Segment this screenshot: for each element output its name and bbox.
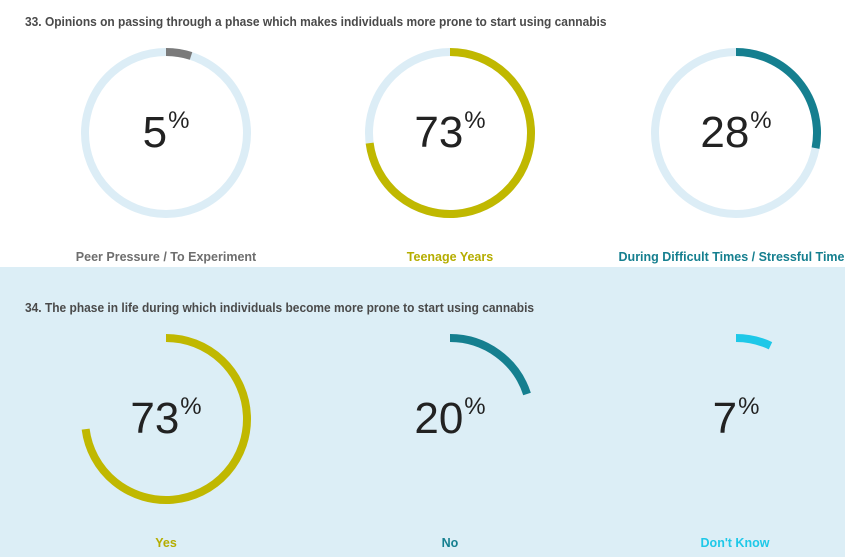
- donut-value: 5%: [78, 45, 254, 221]
- percent-sign: %: [738, 393, 760, 420]
- donut-teenage-years: 73%: [362, 45, 538, 221]
- value-number: 73: [414, 108, 464, 157]
- donut-ring: [81, 48, 251, 218]
- donut-ring: [449, 334, 531, 396]
- donut-peer-pressure: 5%: [78, 45, 254, 221]
- chart-title-33: 33. Opinions on passing through a phase …: [25, 14, 607, 29]
- chart-section-34: 34. The phase in life during which indiv…: [0, 267, 845, 557]
- value-number: 20: [414, 394, 464, 443]
- label-difficult-times: During Difficult Times / Stressful Times: [618, 250, 845, 264]
- donut-ring: [651, 48, 821, 218]
- label-teenage-years: Teenage Years: [406, 250, 494, 264]
- donut-ring: [365, 48, 535, 218]
- donut-ring: [81, 334, 251, 504]
- donut-arc: [81, 334, 251, 504]
- donut-arc: [165, 48, 193, 60]
- donut-value: 73%: [78, 331, 254, 507]
- donut-dont-know: 7%: [648, 331, 824, 507]
- label-no: No: [441, 536, 459, 550]
- donut-arc: [735, 48, 821, 149]
- chart-title-34: 34. The phase in life during which indiv…: [25, 300, 535, 315]
- label-yes: Yes: [155, 536, 177, 550]
- percent-sign: %: [464, 393, 486, 420]
- percent-sign: %: [464, 107, 486, 134]
- chart-section-33: 33. Opinions on passing through a phase …: [0, 0, 845, 267]
- value-number: 5: [142, 108, 168, 157]
- donut-value: 7%: [648, 331, 824, 507]
- value-number: 7: [712, 394, 738, 443]
- donut-value: 73%: [362, 45, 538, 221]
- donut-value: 20%: [362, 331, 538, 507]
- donut-arc: [735, 334, 773, 350]
- value-number: 73: [130, 394, 180, 443]
- percent-sign: %: [180, 393, 202, 420]
- label-peer-pressure: Peer Pressure / To Experiment: [75, 250, 257, 264]
- donut-no: 20%: [362, 331, 538, 507]
- donut-arc: [449, 334, 531, 396]
- donut-value: 28%: [648, 45, 824, 221]
- value-number: 28: [700, 108, 750, 157]
- label-dont-know: Don't Know: [700, 536, 770, 550]
- donut-ring: [735, 334, 773, 350]
- donut-yes: 73%: [78, 331, 254, 507]
- donut-arc: [365, 48, 535, 218]
- donut-difficult-times: 28%: [648, 45, 824, 221]
- percent-sign: %: [168, 107, 190, 134]
- percent-sign: %: [750, 107, 772, 134]
